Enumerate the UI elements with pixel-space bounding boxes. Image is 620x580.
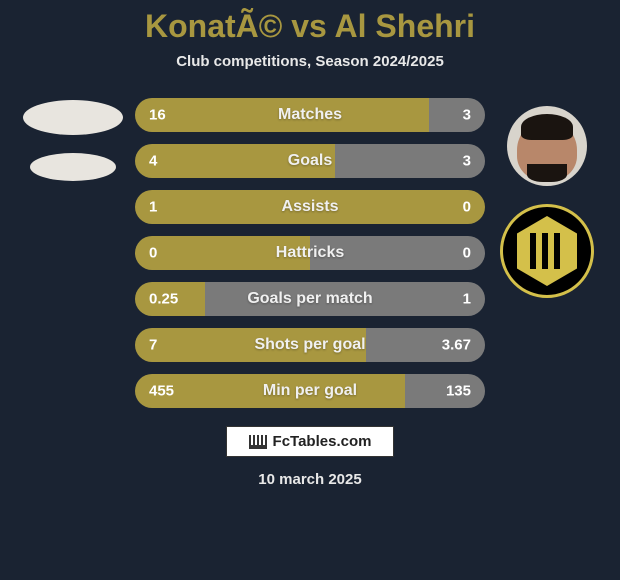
stat-value-right: 3 xyxy=(463,153,471,170)
stat-label: Goals per match xyxy=(247,290,372,308)
stat-row: 16 Matches 3 xyxy=(135,98,485,132)
brand-text: FcTables.com xyxy=(273,433,372,450)
stat-value-right: 135 xyxy=(446,383,471,400)
stat-value-right: 0 xyxy=(463,245,471,262)
club-shield-icon xyxy=(517,216,577,286)
right-player-col xyxy=(497,98,597,298)
bar-right-fill xyxy=(429,98,485,132)
left-player-col xyxy=(23,98,123,181)
player-right-club-badge xyxy=(500,204,594,298)
stat-row: 7 Shots per goal 3.67 xyxy=(135,328,485,362)
content-row: 16 Matches 3 4 Goals 3 1 Assists 0 0 Hattricks 0 0.2… xyxy=(0,98,620,408)
stat-label: Assists xyxy=(282,198,339,216)
stat-row: 0.25 Goals per match 1 xyxy=(135,282,485,316)
stat-value-left: 16 xyxy=(149,107,166,124)
player-right-avatar xyxy=(507,106,587,186)
player-face-icon xyxy=(517,120,577,180)
stat-label: Min per goal xyxy=(263,382,357,400)
stat-value-left: 4 xyxy=(149,153,157,170)
stat-value-left: 0 xyxy=(149,245,157,262)
stat-value-left: 0.25 xyxy=(149,291,178,308)
stat-row: 1 Assists 0 xyxy=(135,190,485,224)
stat-label: Goals xyxy=(288,152,332,170)
stat-value-right: 3 xyxy=(463,107,471,124)
bar-right-fill xyxy=(405,374,486,408)
stat-label: Shots per goal xyxy=(254,336,365,354)
stat-value-right: 3.67 xyxy=(442,337,471,354)
stat-label: Matches xyxy=(278,106,342,124)
brand-badge[interactable]: FcTables.com xyxy=(226,426,395,457)
date-label: 10 march 2025 xyxy=(258,471,361,488)
comparison-infographic: KonatÃ© vs Al Shehri Club competitions, … xyxy=(0,0,620,580)
stat-label: Hattricks xyxy=(276,244,344,262)
subtitle: Club competitions, Season 2024/2025 xyxy=(176,53,444,70)
stat-value-right: 1 xyxy=(463,291,471,308)
player-left-avatar-placeholder xyxy=(23,100,123,135)
stat-row: 0 Hattricks 0 xyxy=(135,236,485,270)
chart-icon xyxy=(249,435,267,449)
stat-value-right: 0 xyxy=(463,199,471,216)
stat-row: 4 Goals 3 xyxy=(135,144,485,178)
page-title: KonatÃ© vs Al Shehri xyxy=(145,8,475,45)
stat-value-left: 455 xyxy=(149,383,174,400)
stat-value-left: 7 xyxy=(149,337,157,354)
stat-row: 455 Min per goal 135 xyxy=(135,374,485,408)
player-left-club-placeholder xyxy=(30,153,116,181)
stat-value-left: 1 xyxy=(149,199,157,216)
stats-bars: 16 Matches 3 4 Goals 3 1 Assists 0 0 Hattricks 0 0.2… xyxy=(135,98,485,408)
